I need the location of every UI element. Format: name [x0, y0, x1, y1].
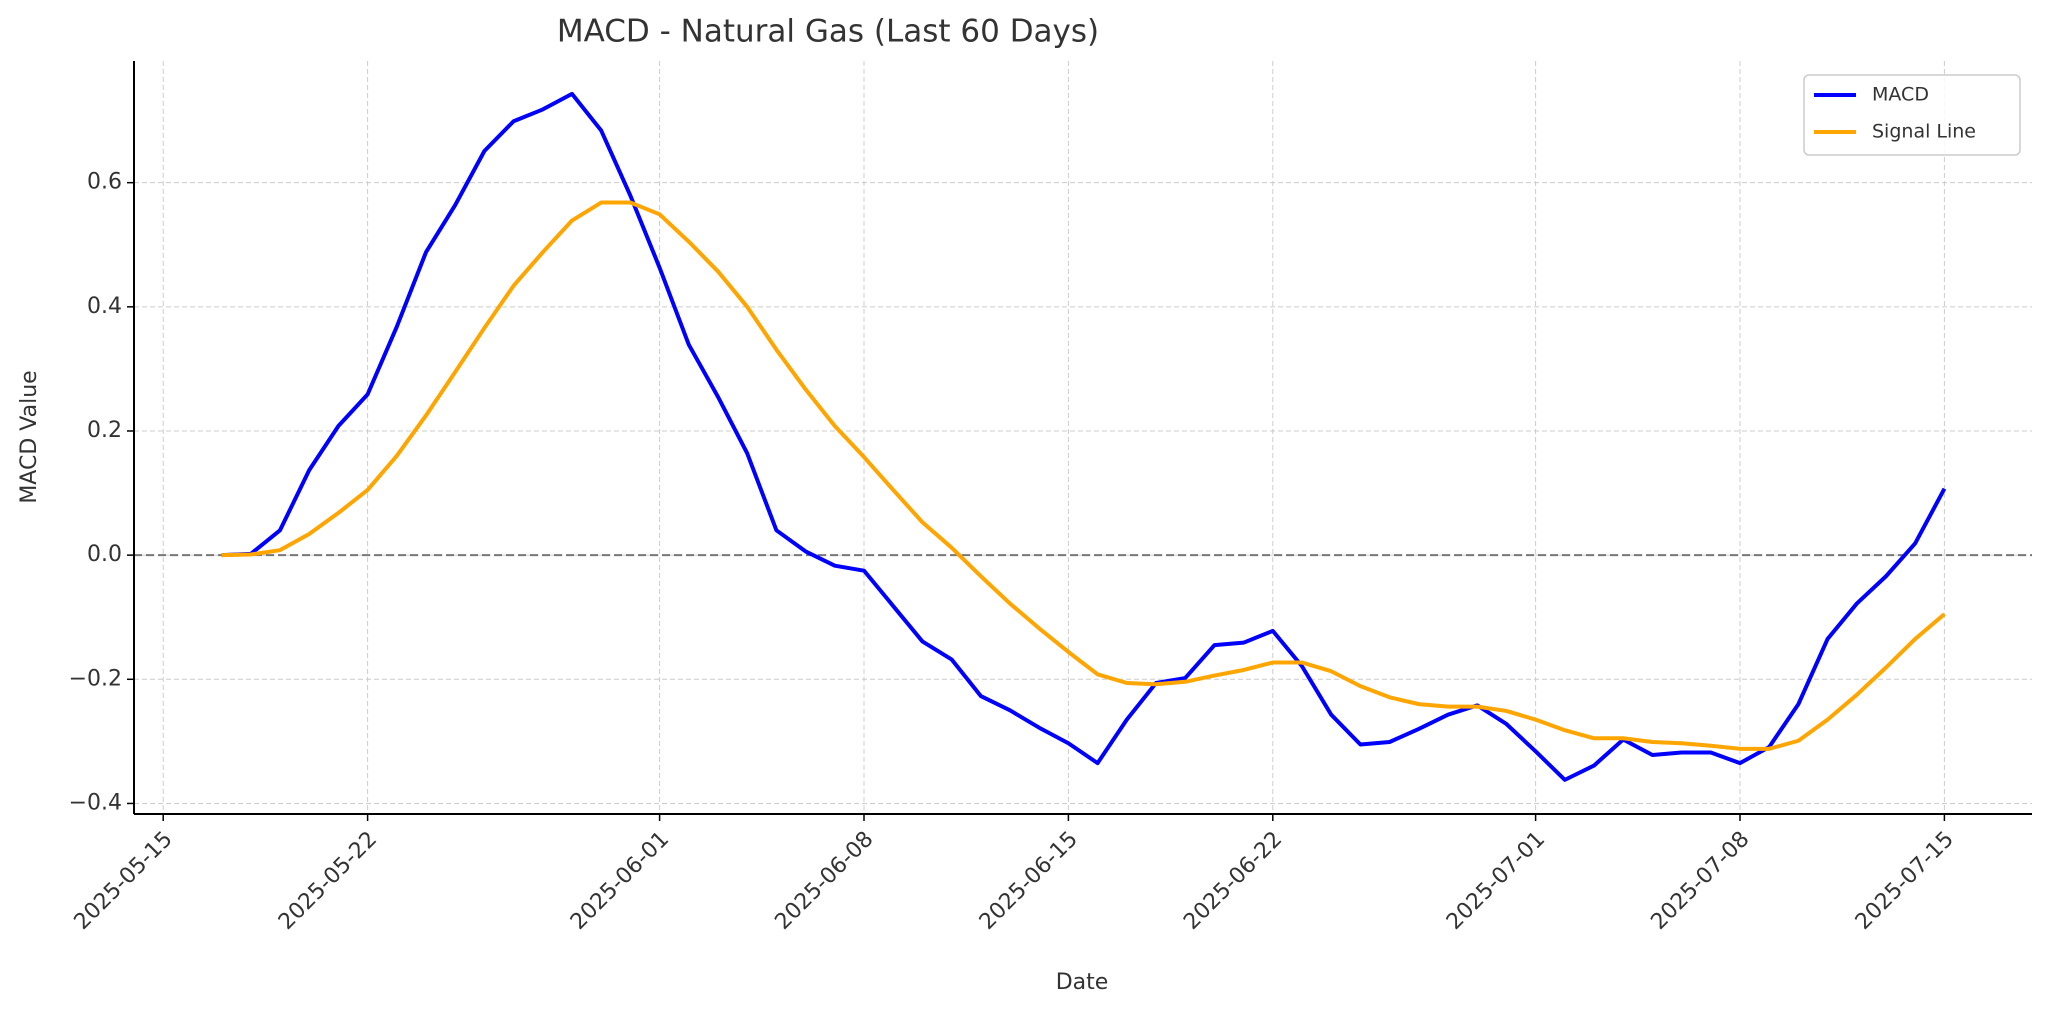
line-series [221, 91, 1947, 782]
x-tick-label: 2025-06-22 [1179, 827, 1287, 935]
x-tick-label: 2025-07-08 [1646, 827, 1754, 935]
legend-label: MACD [1872, 84, 1929, 106]
chart-title: MACD - Natural Gas (Last 60 Days) [557, 14, 1099, 50]
legend-box [1803, 74, 2021, 156]
x-tick-label: 2025-06-01 [566, 827, 674, 935]
x-tick-label: 2025-07-01 [1442, 827, 1550, 935]
y-tick-label: 0.0 [87, 542, 122, 567]
y-tick-label: 0.6 [87, 170, 122, 195]
x-axis-label: Date [1056, 970, 1109, 995]
line-series [221, 200, 1946, 751]
y-tick-label: 0.4 [87, 294, 122, 319]
legend-label: Signal Line [1872, 121, 1976, 143]
y-axis-label: MACD Value [17, 370, 42, 503]
y-tick-label: −0.4 [69, 790, 122, 815]
x-tick-label: 2025-07-15 [1851, 827, 1959, 935]
x-tick-label: 2025-06-15 [975, 827, 1083, 935]
y-tick-label: −0.2 [69, 666, 122, 691]
y-tick-label: 0.2 [87, 418, 122, 443]
x-tick-label: 2025-06-08 [770, 827, 878, 935]
x-tick-label: 2025-05-15 [70, 827, 178, 935]
x-tick-label: 2025-05-22 [274, 827, 382, 935]
